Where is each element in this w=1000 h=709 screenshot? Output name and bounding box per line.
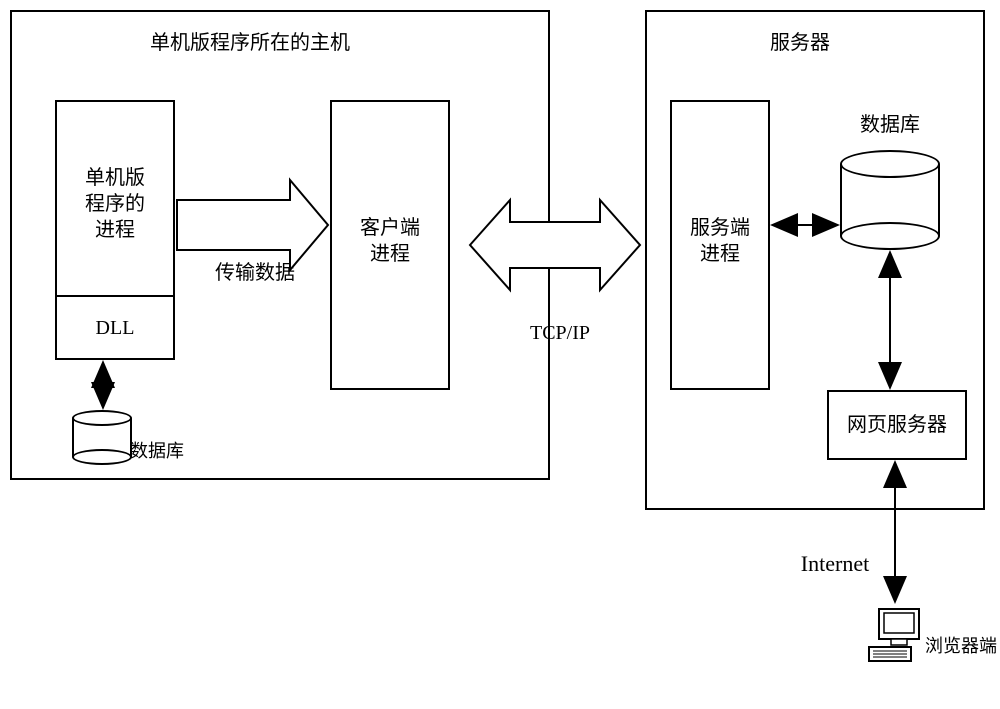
tcpip-label: TCP/IP: [510, 320, 610, 346]
internet-label: Internet: [775, 550, 895, 579]
browser-icon: [865, 605, 925, 670]
transfer-data-label: 传输数据: [205, 260, 305, 286]
host-db-label: 数据库: [130, 440, 210, 463]
server-db-label: 数据库: [840, 112, 940, 138]
dll-divider: [57, 295, 173, 297]
client-process-label: 客户端 进程: [330, 215, 450, 267]
standalone-process-label: 单机版 程序的 进程: [55, 165, 175, 243]
dll-label: DLL: [55, 315, 175, 341]
browser-label: 浏览器端: [925, 635, 1000, 658]
server-db-cylinder: [840, 150, 940, 250]
host-db-cylinder: [72, 410, 132, 465]
server-process-label: 服务端 进程: [670, 215, 770, 267]
web-server-label: 网页服务器: [827, 412, 967, 438]
server-container-title: 服务器: [740, 30, 860, 56]
host-container-title: 单机版程序所在的主机: [120, 30, 380, 56]
